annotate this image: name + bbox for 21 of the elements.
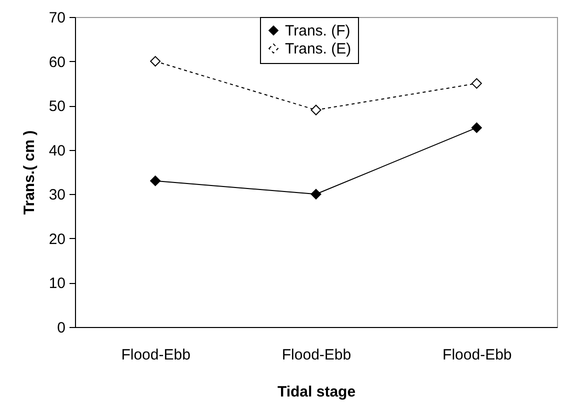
- y-tick-label: 70: [48, 10, 66, 26]
- x-tick-label: Flood-Ebb: [282, 346, 352, 364]
- point: [310, 104, 322, 116]
- x-tick-label: Flood-Ebb: [442, 346, 512, 364]
- legend-label: Trans. (E): [285, 40, 352, 58]
- y-tick-label: 50: [48, 98, 66, 116]
- y-tick-label: 60: [48, 54, 66, 71]
- x-tick-label: Flood-Ebb: [121, 346, 190, 364]
- y-tick-label: 0: [57, 320, 66, 336]
- point: [310, 188, 322, 200]
- x-axis-title: Tidal stage: [277, 384, 356, 400]
- y-tick-label: 10: [48, 275, 66, 292]
- legend-label: Trans. (F): [285, 22, 350, 40]
- y-tick-label: 40: [48, 142, 66, 160]
- y-tick-label: 30: [48, 186, 66, 204]
- point: [471, 78, 482, 89]
- y-tick-label: 20: [48, 230, 66, 248]
- point: [471, 122, 482, 133]
- point: [150, 56, 161, 67]
- point: [150, 176, 161, 186]
- y-axis-title: Trans.( cm ): [20, 130, 38, 215]
